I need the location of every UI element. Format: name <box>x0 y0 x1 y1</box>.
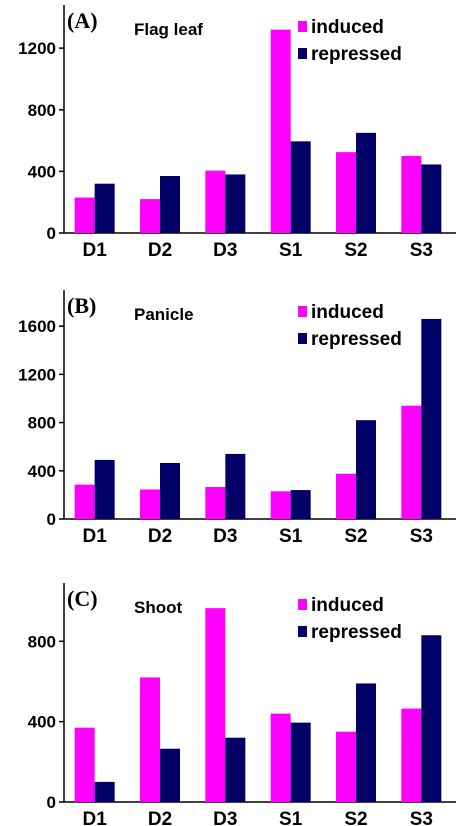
legend-swatch-induced <box>298 21 307 32</box>
y-tick-label: 1200 <box>18 39 56 58</box>
bar-induced-s2 <box>336 152 356 233</box>
bar-repressed-s2 <box>356 420 376 519</box>
bar-repressed-s3 <box>421 164 442 233</box>
bar-induced-s3 <box>401 405 422 519</box>
bar-repressed-s1 <box>290 490 311 519</box>
bar-induced-s3 <box>401 708 422 802</box>
bar-induced-s3 <box>401 155 422 233</box>
legend-label-induced: induced <box>311 302 384 323</box>
legend-swatch-repressed <box>298 48 307 59</box>
x-tick-label: S1 <box>279 809 303 826</box>
chart-panel: 0 400 800 D1 D2 D3 S1 S2 S3 (C) Shoot induced repres… <box>28 583 456 826</box>
x-tick-label: D2 <box>148 240 172 261</box>
y-tick-label: 0 <box>47 510 56 529</box>
legend-label-repressed: repressed <box>311 622 402 643</box>
y-tick-label: 400 <box>28 162 56 181</box>
bar-induced-d1 <box>74 197 95 233</box>
legend-label-repressed: repressed <box>311 44 402 65</box>
x-tick-label: D1 <box>83 809 108 826</box>
x-tick-label: D2 <box>148 809 172 826</box>
y-tick-label: 800 <box>28 414 56 433</box>
x-tick-label: S3 <box>410 240 433 261</box>
legend-label-induced: induced <box>311 17 384 38</box>
bar-induced-s2 <box>336 473 356 519</box>
legend-swatch-repressed <box>298 626 307 637</box>
legend-label-induced: induced <box>311 595 384 616</box>
x-tick-label: S2 <box>344 809 367 826</box>
bar-repressed-s3 <box>421 318 442 519</box>
bar-repressed-s2 <box>356 132 376 233</box>
y-tick-label: 800 <box>28 101 56 120</box>
panel-title: Flag leaf <box>134 20 203 39</box>
bar-repressed-s1 <box>290 141 311 233</box>
panel-label: (C) <box>67 586 98 611</box>
x-tick-label: S2 <box>344 526 367 547</box>
bar-repressed-d1 <box>94 183 115 233</box>
y-tick-label: 1200 <box>18 365 56 384</box>
chart-panel: 0 400 800 1200 1600 D1 D2 D3 S1 S2 S3 (B) Panicle ind… <box>18 290 456 547</box>
bar-repressed-s3 <box>421 635 442 802</box>
legend-swatch-induced <box>298 306 307 317</box>
panel-label: (A) <box>67 8 98 33</box>
bar-induced-d2 <box>140 489 160 519</box>
x-tick-label: D1 <box>83 526 108 547</box>
x-tick-label: S3 <box>410 526 433 547</box>
panel-title: Panicle <box>134 305 194 324</box>
bar-repressed-d3 <box>225 174 246 233</box>
y-tick-label: 1600 <box>18 317 56 336</box>
bar-induced-d3 <box>205 608 226 802</box>
x-tick-label: D2 <box>148 526 172 547</box>
chart-panel: 0 400 800 1200 D1 D2 D3 S1 S2 S3 (A) Flag leaf induc… <box>18 5 456 261</box>
y-tick-label: 400 <box>28 713 56 732</box>
legend-swatch-repressed <box>298 333 307 344</box>
panel-title: Shoot <box>134 598 182 617</box>
bar-repressed-d3 <box>225 453 246 519</box>
y-tick-label: 0 <box>47 224 56 243</box>
x-tick-label: S1 <box>279 240 303 261</box>
bar-repressed-d2 <box>160 748 180 802</box>
legend-label-repressed: repressed <box>311 329 402 350</box>
x-tick-label: S3 <box>410 809 433 826</box>
bar-induced-s1 <box>270 29 291 233</box>
bar-induced-s1 <box>270 713 291 802</box>
bar-induced-s1 <box>270 491 291 519</box>
bar-induced-d3 <box>205 487 226 519</box>
bar-repressed-d2 <box>160 462 180 519</box>
x-tick-label: S1 <box>279 526 303 547</box>
y-tick-label: 400 <box>28 462 56 481</box>
bar-repressed-d1 <box>94 781 115 802</box>
x-tick-label: S2 <box>344 240 367 261</box>
bar-repressed-d2 <box>160 176 180 233</box>
y-tick-label: 0 <box>47 793 56 812</box>
x-tick-label: D3 <box>213 240 237 261</box>
x-tick-label: D3 <box>213 809 237 826</box>
y-tick-label: 800 <box>28 632 56 651</box>
bar-induced-d2 <box>140 677 160 802</box>
x-tick-label: D1 <box>83 240 108 261</box>
bar-repressed-s1 <box>290 722 311 802</box>
x-tick-label: D3 <box>213 526 237 547</box>
panel-label: (B) <box>67 293 96 318</box>
bar-induced-s2 <box>336 731 356 802</box>
bar-induced-d1 <box>74 484 95 519</box>
bar-induced-d1 <box>74 727 95 802</box>
bar-repressed-d1 <box>94 459 115 519</box>
bar-induced-d3 <box>205 170 226 233</box>
bar-induced-d2 <box>140 199 160 233</box>
legend-swatch-induced <box>298 599 307 610</box>
bar-repressed-s2 <box>356 683 376 802</box>
bar-repressed-d3 <box>225 737 246 802</box>
